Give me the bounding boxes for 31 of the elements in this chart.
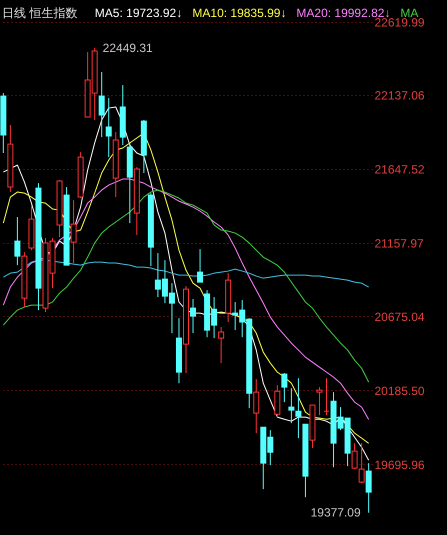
text: MA10: 19835.99↓ [192, 6, 286, 20]
line-series [2, 190, 370, 383]
y-tick-label: 20675.04 [374, 310, 425, 324]
candlestick [98, 72, 105, 138]
candlestick [197, 248, 204, 283]
y-tick-label: 20185.50 [374, 384, 425, 398]
line-series [2, 260, 370, 288]
candlestick [288, 388, 294, 424]
annotation: 19377.09 [310, 506, 361, 520]
candlestick [70, 200, 77, 264]
candlestick [358, 442, 365, 484]
candlestick [190, 298, 196, 334]
annotation: 22449.31 [102, 40, 154, 55]
candlestick [366, 462, 372, 514]
candlestick [295, 378, 302, 439]
candlestick [218, 326, 224, 364]
candlestick [352, 442, 358, 470]
y-tick-label: 19695.96 [374, 458, 425, 472]
candlestick [253, 378, 260, 434]
y-tick-label: 22137.06 [374, 88, 425, 103]
candlestick [316, 386, 322, 416]
candlestick [14, 216, 20, 266]
candlestick [324, 378, 330, 416]
text: 日线 恒生指数 [2, 6, 78, 20]
candlestick [274, 384, 280, 418]
y-tick-label: 21157.97 [374, 236, 424, 251]
line-series [2, 178, 370, 420]
text: MA5: 19723.92↓ [94, 6, 182, 20]
candlestick [281, 372, 288, 403]
candlestick [106, 98, 112, 158]
y-tick-label: 21647.52 [374, 162, 425, 177]
